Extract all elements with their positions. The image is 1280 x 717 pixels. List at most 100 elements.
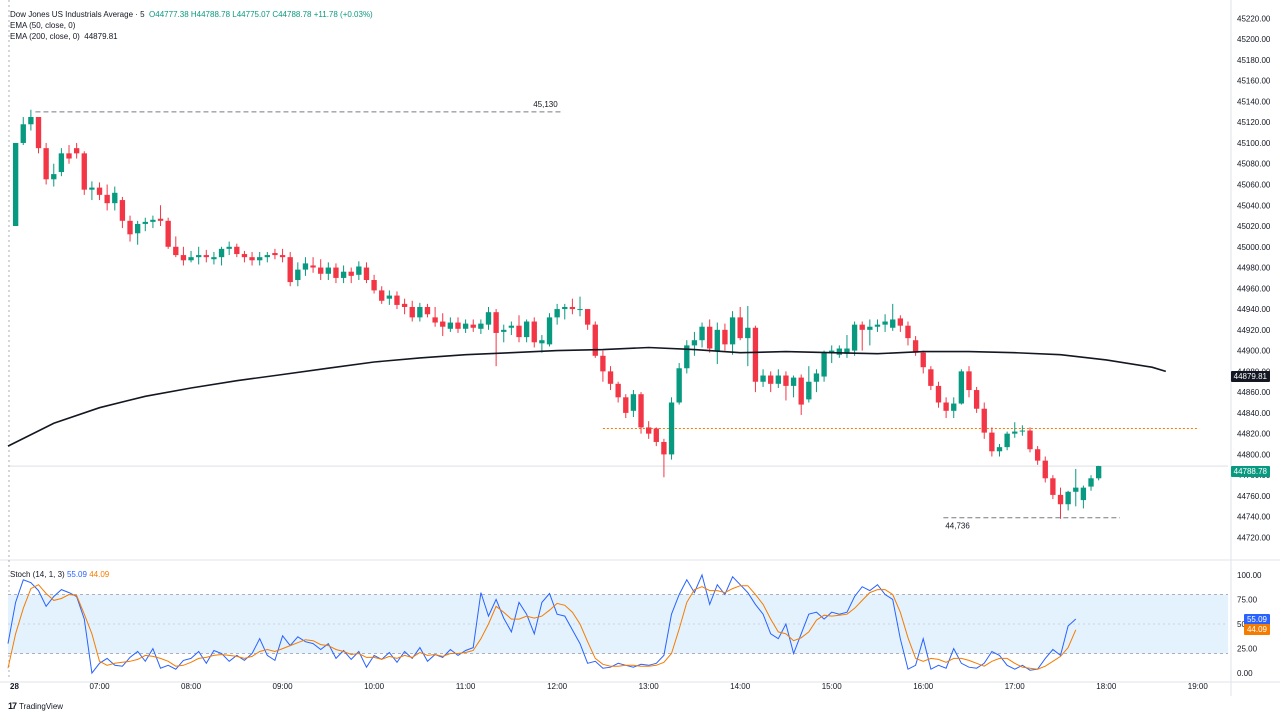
candle-body xyxy=(66,153,72,159)
candle-body xyxy=(1042,460,1048,479)
candle-body xyxy=(569,306,576,310)
candle-body xyxy=(386,295,393,299)
candle-body xyxy=(493,312,499,333)
candle-body xyxy=(607,371,614,384)
price-tick-label: 44980.00 xyxy=(1237,264,1271,273)
candle-body xyxy=(638,394,644,428)
ema200-price-tag: 44879.81 xyxy=(1230,371,1270,382)
candle-body xyxy=(630,394,637,411)
candle-body xyxy=(203,255,209,258)
price-tick-label: 44900.00 xyxy=(1237,347,1271,356)
price-tick-label: 45100.00 xyxy=(1237,139,1271,148)
candle-body xyxy=(302,263,309,270)
candle-body xyxy=(729,317,736,345)
candle-body xyxy=(707,326,713,349)
candle-body xyxy=(600,355,606,372)
candle-body xyxy=(35,117,42,149)
candle-body xyxy=(531,321,537,343)
candle-body xyxy=(768,375,774,384)
candle-body xyxy=(1012,431,1018,434)
candle-body xyxy=(226,246,232,249)
candle-body xyxy=(973,390,980,409)
candle-body xyxy=(783,375,789,386)
price-tick-label: 44760.00 xyxy=(1237,492,1271,501)
date-tick-label: 28 xyxy=(10,682,19,691)
price-tick-label: 45060.00 xyxy=(1237,180,1271,189)
candle-body xyxy=(958,371,965,404)
candle-body xyxy=(912,340,919,353)
candle-body xyxy=(12,142,19,227)
ema200-line xyxy=(7,346,1167,447)
candle-body xyxy=(96,187,103,195)
candle-body xyxy=(1095,466,1102,479)
low-value: L44775.07 xyxy=(232,10,271,19)
candle-body xyxy=(1034,449,1041,461)
time-tick-label: 07:00 xyxy=(90,682,111,691)
candle-body xyxy=(523,321,530,338)
candle-body xyxy=(28,117,34,125)
candle-body xyxy=(1019,430,1026,432)
candle-body xyxy=(1027,430,1033,450)
stoch-tick-label: 75.00 xyxy=(1237,595,1258,604)
candle-body xyxy=(348,271,354,276)
candle-body xyxy=(424,306,431,315)
candle-body xyxy=(394,295,400,305)
stoch-k-legend: 55.09 xyxy=(66,570,87,579)
tradingview-footer[interactable]: 17 TradingView xyxy=(8,701,63,711)
candle-body xyxy=(821,352,827,377)
candle-body xyxy=(295,269,301,280)
session-low-label: 44,736 xyxy=(945,522,970,531)
candle-body xyxy=(920,352,926,368)
stoch-label: Stoch (14, 1, 3) xyxy=(10,570,65,579)
candle-body xyxy=(211,257,217,260)
candle-body xyxy=(989,432,995,452)
price-tick-label: 45040.00 xyxy=(1237,201,1271,210)
candle-body xyxy=(173,246,179,256)
candle-body xyxy=(485,312,492,325)
price-tick-label: 44820.00 xyxy=(1237,430,1271,439)
candle-body xyxy=(272,253,278,256)
time-tick-label: 13:00 xyxy=(639,682,660,691)
candle-body xyxy=(943,402,949,411)
candle-body xyxy=(462,323,469,329)
ema50-legend: EMA (50, close, 0) xyxy=(10,21,75,31)
candle-body xyxy=(653,428,659,442)
stoch-tick-label: 0.00 xyxy=(1237,669,1253,678)
price-tick-label: 44720.00 xyxy=(1237,533,1271,542)
time-tick-label: 12:00 xyxy=(547,682,568,691)
candle-body xyxy=(691,340,698,346)
interval-label: 5 xyxy=(140,10,145,19)
candle-body xyxy=(882,321,888,325)
time-tick-label: 11:00 xyxy=(456,682,476,691)
high-value: H44788.78 xyxy=(190,10,231,19)
change-value: +11.78 (+0.03%) xyxy=(313,10,373,19)
candle-body xyxy=(714,329,720,351)
candle-body xyxy=(318,267,324,274)
candle-body xyxy=(127,220,133,235)
ema200-legend: EMA (200, close, 0) 44879.81 xyxy=(10,32,118,42)
price-tick-label: 44960.00 xyxy=(1237,284,1271,293)
candle-body xyxy=(218,248,225,258)
candle-body xyxy=(981,408,987,433)
candle-body xyxy=(104,194,110,204)
candle-body xyxy=(58,153,65,173)
candle-body xyxy=(363,267,370,280)
candle-body xyxy=(897,318,904,326)
candle-body xyxy=(1057,494,1064,505)
candle-body xyxy=(234,246,240,255)
price-tick-label: 44840.00 xyxy=(1237,409,1271,418)
price-tick-label: 44860.00 xyxy=(1237,388,1271,397)
candle-body xyxy=(592,324,598,356)
candle-body xyxy=(257,257,263,261)
time-tick-label: 16:00 xyxy=(913,682,934,691)
price-tick-label: 45080.00 xyxy=(1237,160,1271,169)
candle-body xyxy=(562,306,568,310)
time-tick-label: 17:00 xyxy=(1005,682,1026,691)
price-tick-label: 45140.00 xyxy=(1237,97,1271,106)
candle-body xyxy=(1004,433,1010,448)
ema50-label: EMA (50, close, 0) xyxy=(10,21,76,30)
stoch-tick-label: 100.00 xyxy=(1237,571,1262,580)
candle-body xyxy=(325,267,331,274)
candle-body xyxy=(676,368,682,403)
